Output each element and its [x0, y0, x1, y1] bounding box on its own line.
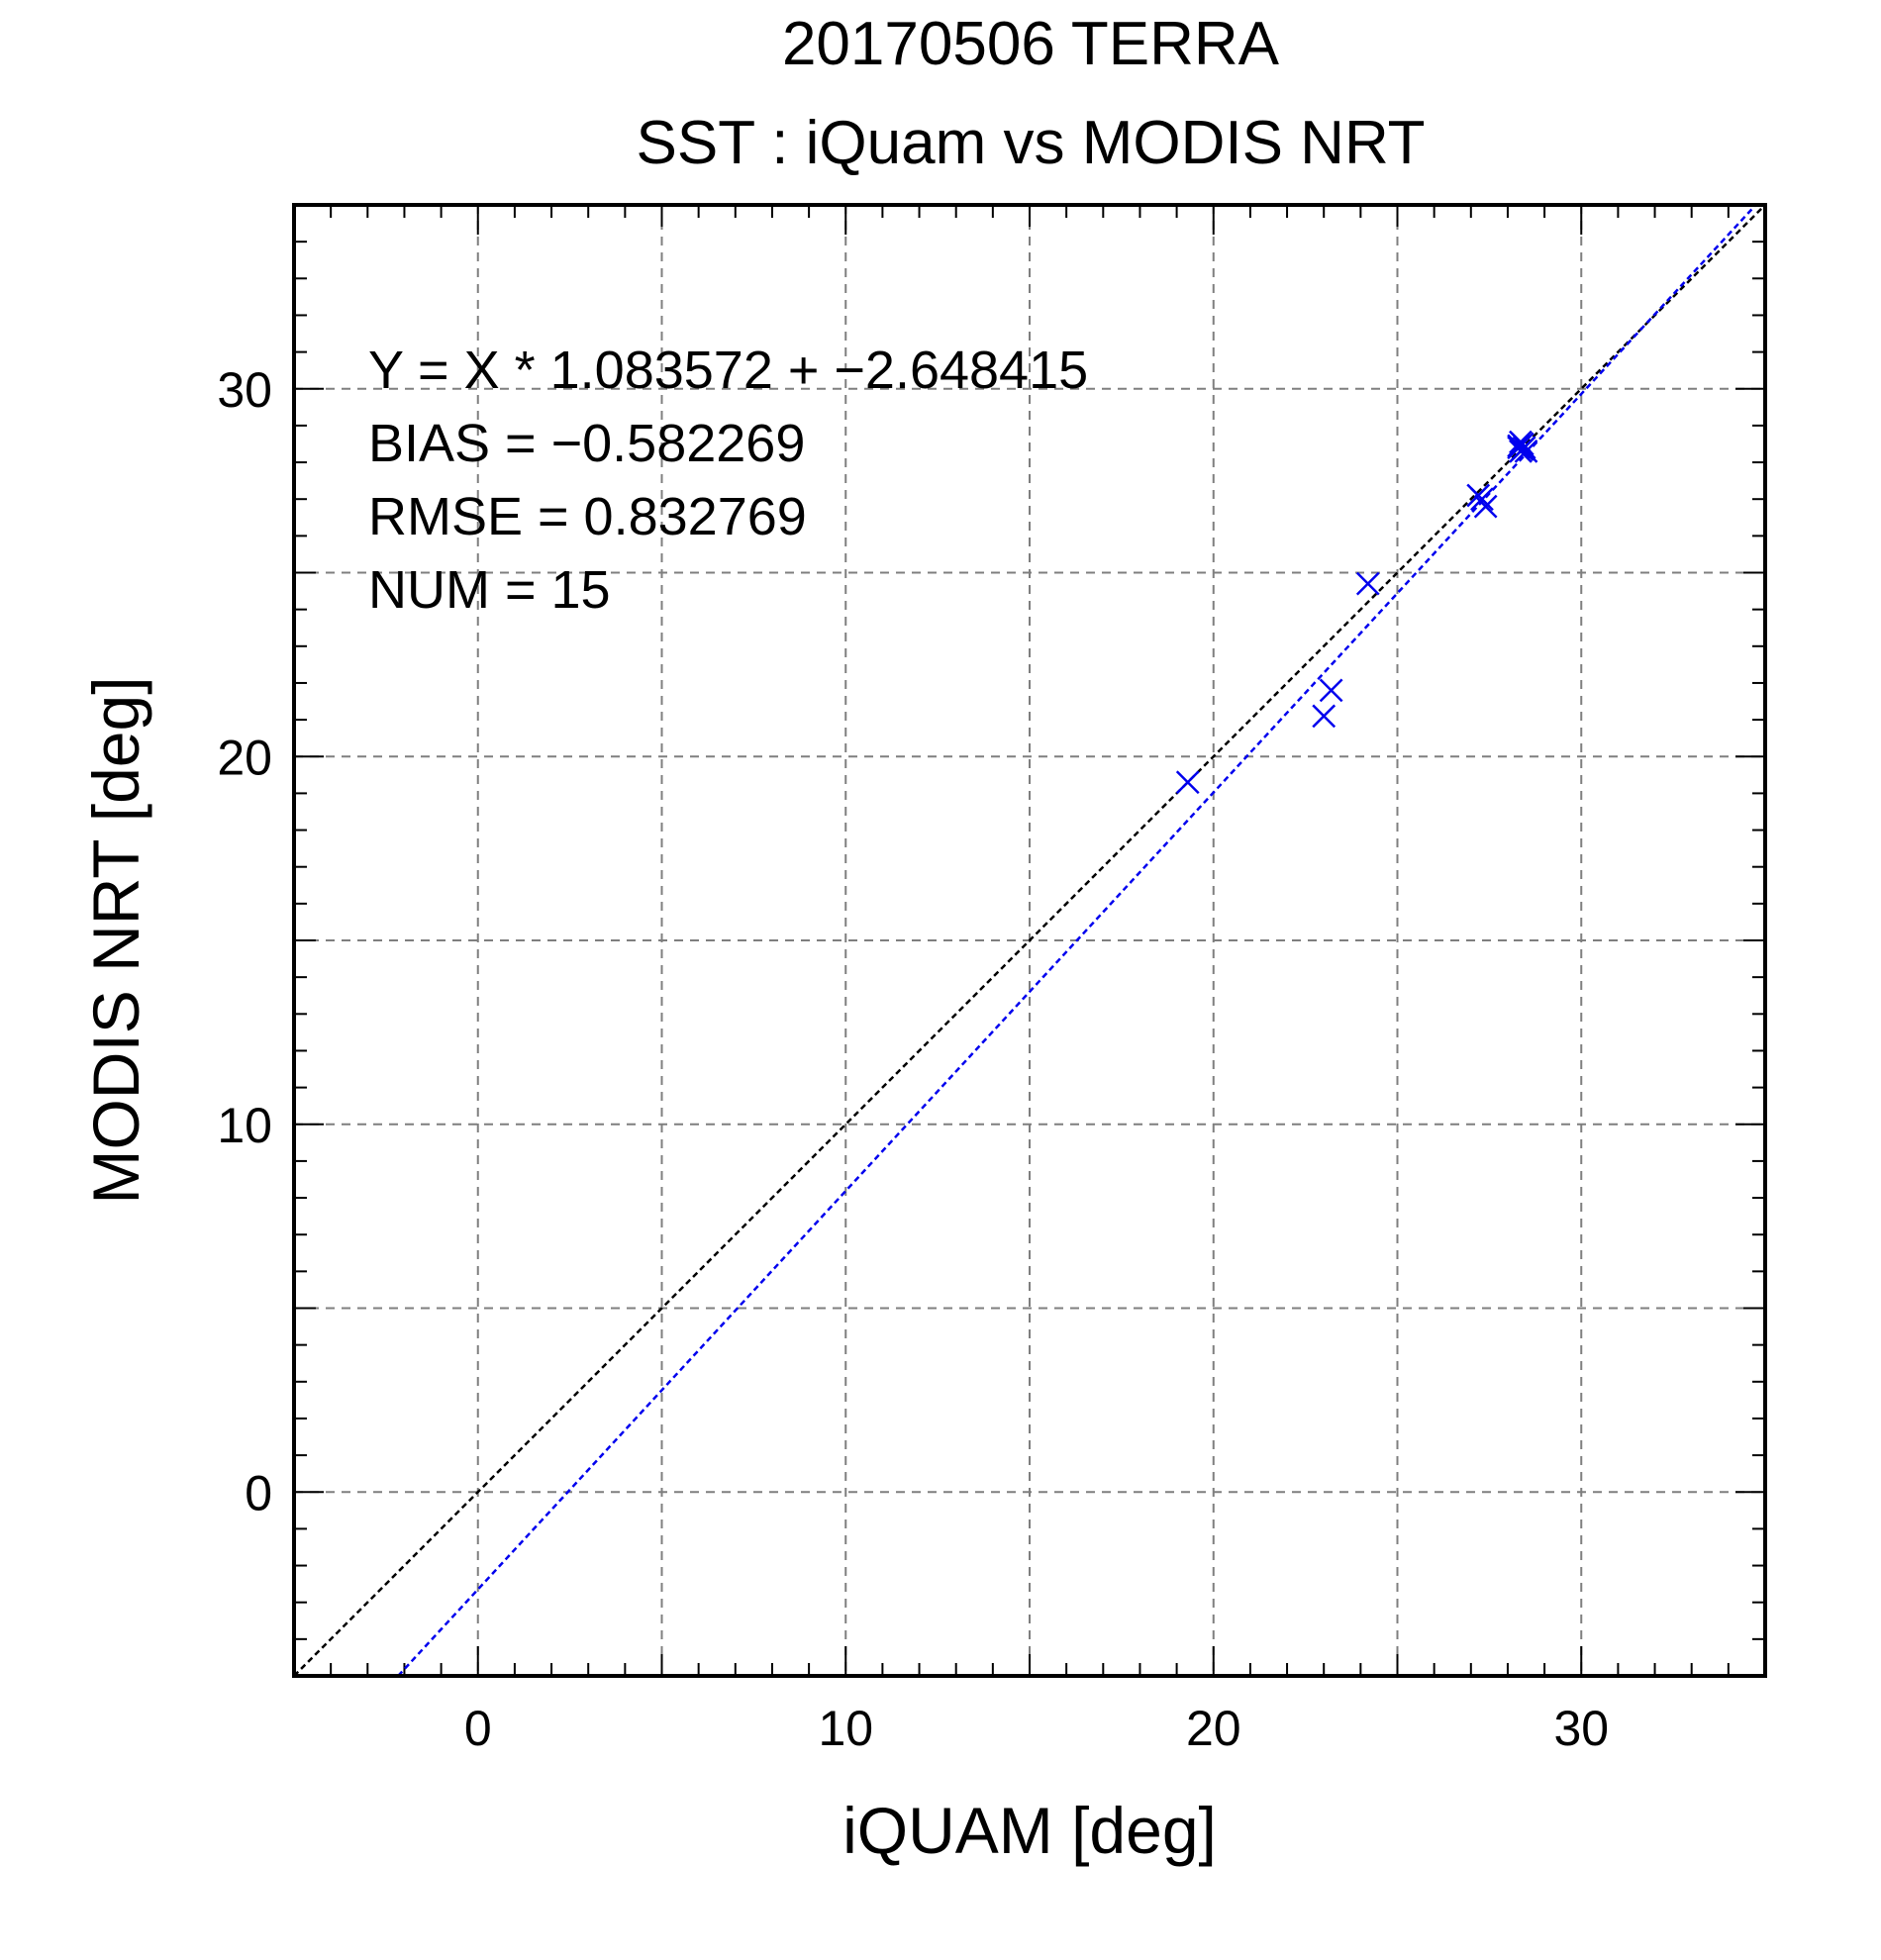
num-text: NUM = 15 — [368, 560, 611, 620]
grid — [294, 205, 1765, 1676]
data-point — [1509, 430, 1533, 454]
bias-text: BIAS = −0.582269 — [368, 414, 805, 473]
data-point — [1470, 487, 1494, 512]
x-axis-label: iQUAM [deg] — [842, 1794, 1217, 1867]
y-tick-label: 0 — [245, 1465, 272, 1520]
rmse-text: RMSE = 0.832769 — [368, 487, 807, 546]
data-point-stroke — [1473, 494, 1498, 519]
x-tick-label: 10 — [818, 1701, 873, 1756]
chart-subtitle: SST : iQuam vs MODIS NRT — [637, 109, 1426, 177]
data-point-stroke — [1175, 770, 1200, 795]
data-point — [1175, 770, 1200, 795]
data-point-stroke — [1470, 487, 1494, 512]
x-tick-label: 0 — [464, 1701, 492, 1756]
tick-labels: 0 10 20 30 0 10 20 30 — [217, 362, 1609, 1756]
data-point — [1312, 704, 1336, 729]
data-point — [1355, 571, 1380, 596]
data-point-stroke — [1355, 571, 1380, 596]
data-point-stroke — [1510, 438, 1534, 461]
data-point — [1510, 438, 1534, 461]
y-tick-label: 10 — [217, 1098, 272, 1153]
data-points — [1175, 430, 1538, 795]
data-point-stroke — [1319, 678, 1343, 703]
fit-equation: Y = X * 1.083572 + −2.648415 — [368, 341, 1088, 400]
data-point-stroke — [1312, 704, 1336, 729]
stats-annotations: Y = X * 1.083572 + −2.648415 BIAS = −0.5… — [368, 341, 1088, 620]
data-point — [1319, 678, 1343, 703]
data-point-stroke — [1509, 430, 1533, 454]
chart-title: 20170506 TERRA — [782, 10, 1280, 78]
data-point — [1473, 494, 1498, 519]
data-point-stroke — [1514, 440, 1538, 463]
x-tick-label: 30 — [1553, 1701, 1609, 1756]
y-tick-label: 20 — [217, 730, 272, 785]
x-tick-label: 20 — [1186, 1701, 1241, 1756]
plot-frame — [292, 203, 1767, 1678]
y-tick-label: 30 — [217, 362, 272, 418]
y-axis-label: MODIS NRT [deg] — [79, 676, 152, 1204]
